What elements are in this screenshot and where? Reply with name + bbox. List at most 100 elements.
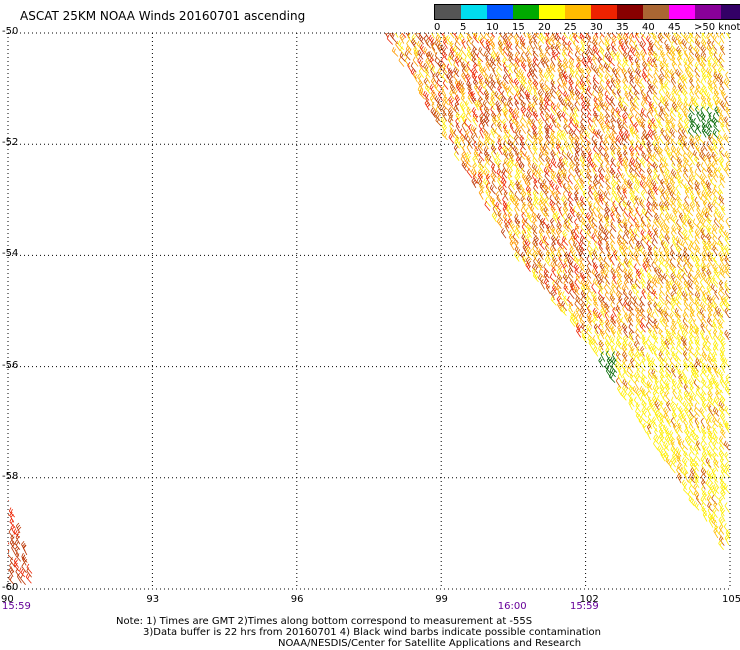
wind-barb bbox=[653, 245, 659, 257]
wind-barb bbox=[533, 257, 539, 268]
wind-barb bbox=[588, 249, 594, 261]
wind-barb bbox=[557, 262, 563, 273]
wind-barb bbox=[509, 179, 516, 191]
wind-barb bbox=[652, 389, 658, 401]
wind-barb bbox=[718, 444, 725, 455]
wind-barb bbox=[642, 44, 647, 55]
wind-barb bbox=[646, 390, 651, 402]
wind-barb bbox=[724, 267, 730, 278]
wind-barb bbox=[694, 45, 700, 56]
wind-barb bbox=[647, 60, 652, 72]
wind-barb bbox=[495, 74, 501, 85]
wind-barb bbox=[695, 284, 701, 295]
wind-barb bbox=[528, 144, 533, 155]
wind-barb bbox=[545, 45, 551, 57]
wind-barb bbox=[714, 305, 720, 317]
wind-barb bbox=[671, 122, 678, 133]
wind-barb bbox=[568, 167, 575, 178]
wind-barb bbox=[622, 122, 629, 132]
wind-barb bbox=[610, 100, 616, 111]
wind-barb bbox=[623, 267, 630, 278]
wind-barb bbox=[616, 179, 621, 190]
wind-barb bbox=[503, 133, 508, 145]
wind-barb bbox=[556, 238, 563, 249]
wind-barb bbox=[508, 95, 514, 107]
wind-barb bbox=[684, 188, 690, 199]
wind-barb bbox=[568, 251, 575, 261]
wind-barb bbox=[641, 357, 647, 368]
wind-barb bbox=[549, 88, 556, 99]
wind-barb bbox=[591, 222, 598, 233]
wind-barb bbox=[556, 33, 558, 34]
wind-barb bbox=[604, 52, 611, 63]
wind-barb bbox=[605, 94, 611, 106]
wind-barb bbox=[707, 366, 714, 377]
wind-barb bbox=[603, 235, 610, 246]
note-line-1: Note: 1) Times are GMT 2)Times along bot… bbox=[116, 616, 533, 627]
wind-barb bbox=[627, 50, 634, 61]
wind-barb bbox=[544, 140, 551, 151]
wind-barb bbox=[675, 446, 682, 457]
wind-barb bbox=[712, 423, 718, 434]
wind-barb bbox=[560, 33, 562, 35]
legend-label: 35 bbox=[616, 22, 629, 33]
wind-barb bbox=[442, 79, 449, 90]
wind-barb bbox=[524, 238, 531, 249]
wind-barb bbox=[677, 394, 684, 405]
wind-barb bbox=[712, 78, 718, 89]
wind-barb bbox=[647, 360, 654, 372]
wind-barb bbox=[509, 118, 514, 129]
wind-barb bbox=[527, 117, 533, 128]
wind-barb bbox=[682, 350, 688, 361]
wind-barb bbox=[712, 277, 718, 288]
wind-barb bbox=[483, 105, 491, 116]
wind-barb bbox=[497, 210, 504, 221]
wind-barb bbox=[466, 143, 472, 155]
wind-barb bbox=[712, 406, 720, 417]
wind-barb bbox=[641, 283, 648, 294]
wind-barb bbox=[550, 105, 556, 116]
wind-barb bbox=[448, 51, 455, 62]
wind-barb bbox=[509, 221, 516, 233]
wind-barb bbox=[660, 50, 666, 61]
wind-barb bbox=[491, 211, 498, 223]
wind-barb bbox=[674, 279, 681, 289]
wind-barb bbox=[648, 50, 654, 61]
legend-label: 20 bbox=[538, 22, 551, 33]
wind-barb bbox=[719, 224, 726, 235]
wind-barb bbox=[605, 350, 611, 362]
wind-barb bbox=[592, 128, 599, 139]
wind-barb bbox=[675, 68, 682, 79]
wind-barb bbox=[8, 513, 10, 517]
wind-barb bbox=[647, 118, 653, 129]
wind-barb bbox=[8, 566, 15, 577]
wind-barb bbox=[720, 121, 725, 133]
wind-barb bbox=[617, 166, 623, 177]
wind-barb bbox=[406, 40, 412, 51]
wind-barb bbox=[687, 211, 693, 222]
wind-barb bbox=[724, 95, 730, 107]
wind-barb bbox=[615, 106, 621, 118]
wind-barb bbox=[658, 328, 665, 339]
wind-barb bbox=[580, 207, 587, 218]
wind-barb bbox=[701, 450, 708, 461]
wind-barb bbox=[647, 272, 653, 283]
wind-barb bbox=[660, 178, 666, 190]
wind-barb bbox=[519, 35, 526, 46]
wind-barb bbox=[623, 257, 630, 268]
wind-barb bbox=[621, 183, 628, 194]
wind-barb bbox=[610, 211, 615, 222]
wind-barb bbox=[589, 33, 591, 34]
wind-barb bbox=[604, 302, 610, 313]
wind-barb bbox=[648, 83, 653, 95]
wind-barb bbox=[688, 345, 695, 356]
wind-barb bbox=[635, 306, 641, 317]
wind-barb bbox=[663, 240, 670, 251]
wind-barb bbox=[705, 363, 712, 374]
wind-barb bbox=[653, 90, 659, 101]
wind-barb bbox=[611, 362, 618, 373]
wind-barb bbox=[563, 284, 570, 295]
wind-barb bbox=[453, 88, 459, 99]
wind-barb bbox=[498, 33, 503, 38]
wind-barb bbox=[495, 190, 501, 202]
